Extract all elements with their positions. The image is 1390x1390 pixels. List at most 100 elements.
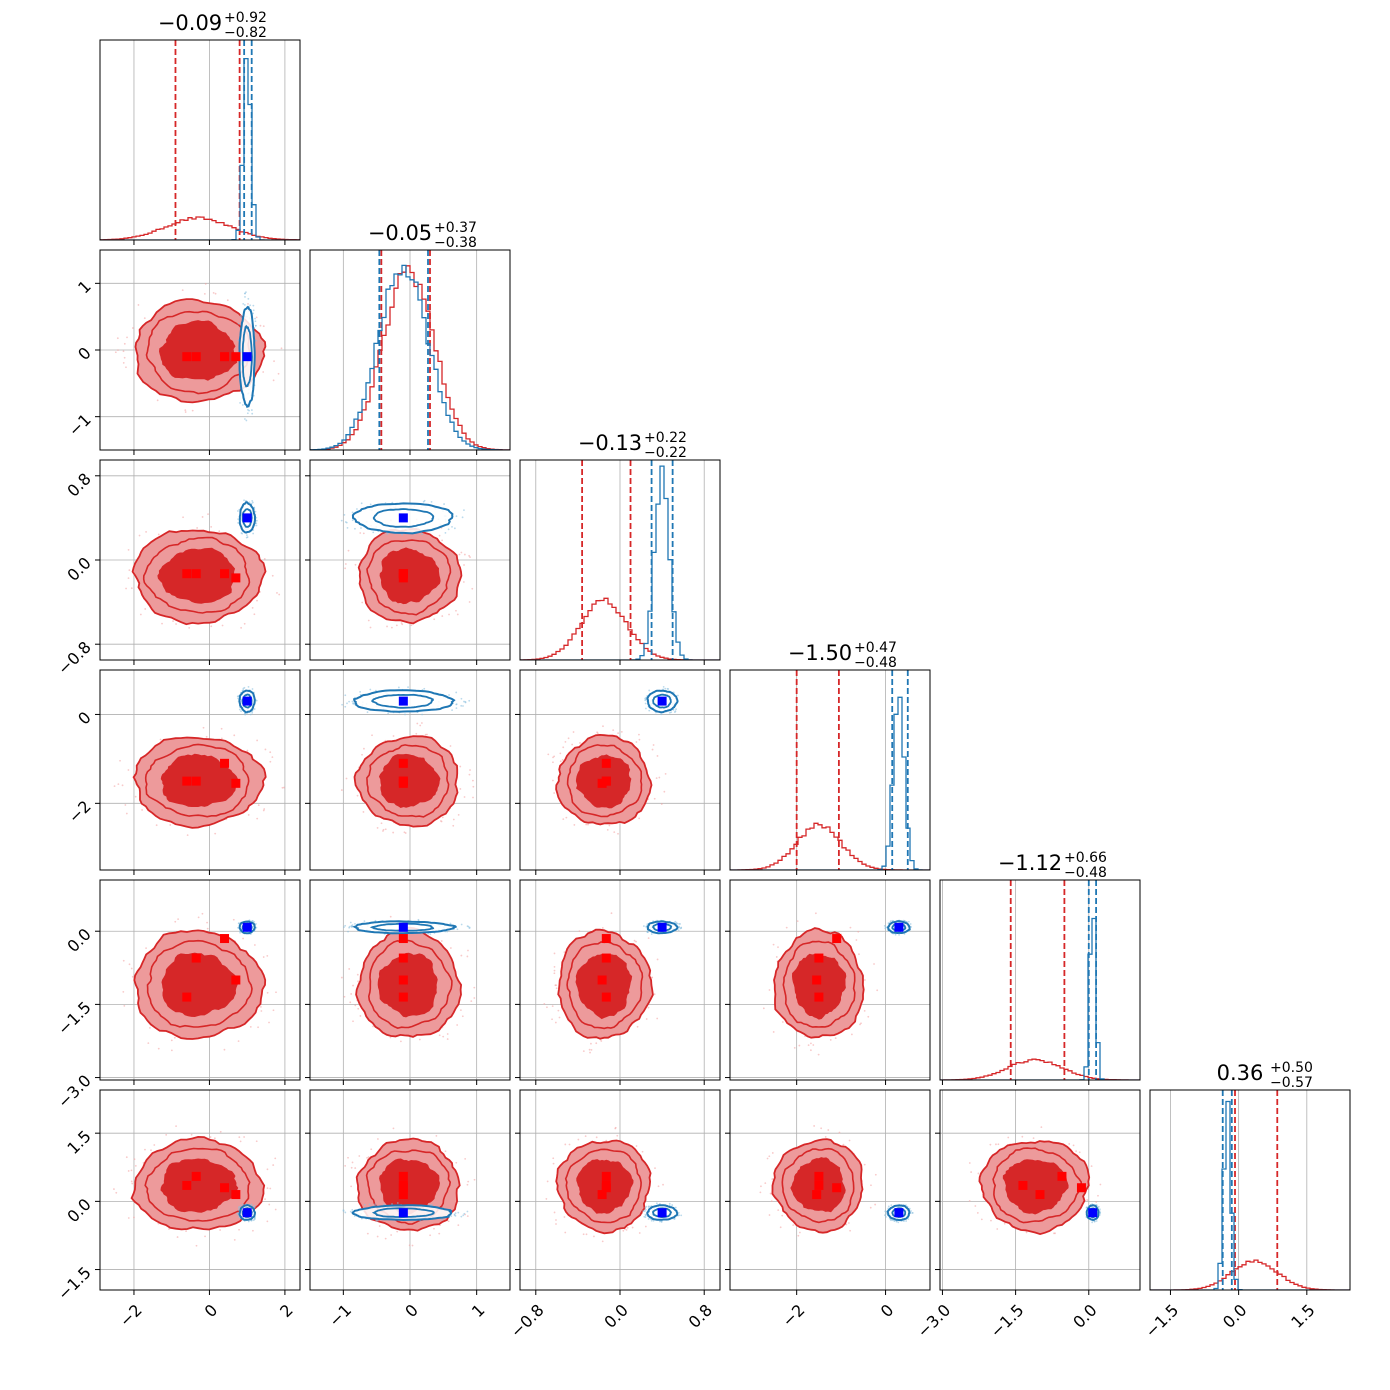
sample-point xyxy=(124,804,127,806)
sample-point xyxy=(647,1006,650,1009)
sample-point xyxy=(247,685,250,688)
panel-plot-area xyxy=(1150,1090,1350,1290)
sample-point xyxy=(441,615,444,617)
sample-point xyxy=(1040,1126,1043,1129)
sample-point xyxy=(247,814,250,816)
sample-point xyxy=(396,1230,399,1233)
sample-point xyxy=(175,623,177,625)
sample-point xyxy=(769,1192,772,1195)
sample-point xyxy=(759,1191,762,1194)
sample-point xyxy=(455,707,458,710)
sample-point xyxy=(401,533,403,536)
sample-point xyxy=(346,702,348,705)
panel-4-1 xyxy=(305,879,511,1085)
marker-red-0 xyxy=(182,352,192,362)
sample-point xyxy=(568,1143,571,1146)
sample-point xyxy=(768,989,771,991)
sample-point xyxy=(369,626,372,629)
sample-point xyxy=(145,531,147,533)
contour-mid-red xyxy=(145,310,252,395)
sample-point xyxy=(660,713,663,716)
sample-point xyxy=(660,1221,663,1223)
sample-point xyxy=(444,1150,447,1153)
contour-inner-red xyxy=(575,954,633,1020)
sample-point xyxy=(885,1212,888,1215)
x-tick-label: −2 xyxy=(778,1300,808,1330)
sample-point xyxy=(242,302,245,305)
sample-point xyxy=(596,732,599,735)
sample-point xyxy=(887,1205,890,1208)
marker-red-3 xyxy=(1035,1190,1045,1200)
contour-inner-blue xyxy=(371,693,434,709)
sample-point xyxy=(564,1231,567,1234)
sample-point xyxy=(397,686,400,689)
sample-point xyxy=(251,501,254,504)
contour-mid-red xyxy=(146,939,253,1028)
contour-inner-red xyxy=(377,952,438,1018)
histogram-series-0 xyxy=(940,1058,1140,1080)
sample-point xyxy=(127,577,130,580)
sample-point xyxy=(593,1235,595,1238)
sample-point xyxy=(134,1164,137,1167)
sample-point xyxy=(170,1039,173,1042)
panel-plot-area xyxy=(310,460,510,660)
contour-inner-red xyxy=(791,953,847,1020)
marker-red-3 xyxy=(231,573,241,583)
sample-point xyxy=(369,688,372,691)
sample-point xyxy=(220,737,223,740)
sample-point xyxy=(438,1232,441,1235)
x-tick-label: −3.0 xyxy=(913,1300,954,1341)
sample-point xyxy=(664,687,667,690)
sample-point xyxy=(435,1134,438,1137)
marker-red-2 xyxy=(220,934,230,944)
sample-point xyxy=(342,1210,345,1212)
sample-point xyxy=(679,923,681,925)
sample-point xyxy=(201,912,204,915)
contour-mid-red xyxy=(781,1147,855,1224)
sample-point xyxy=(346,526,349,529)
sample-point xyxy=(571,743,574,746)
sample-point xyxy=(155,824,158,827)
sample-point xyxy=(133,1158,136,1161)
sample-point xyxy=(466,1183,469,1186)
sample-point xyxy=(206,921,208,924)
sample-point xyxy=(775,956,778,958)
marker-red-1 xyxy=(398,1171,408,1181)
sample-point xyxy=(264,748,267,751)
sample-point xyxy=(249,1026,252,1028)
contour-inner-red xyxy=(378,753,441,808)
sample-point xyxy=(280,347,283,350)
sample-point xyxy=(354,922,356,925)
sample-point xyxy=(268,1203,271,1206)
marker-red-3 xyxy=(231,1190,241,1200)
sample-point xyxy=(263,808,266,810)
sample-point xyxy=(460,923,463,926)
sample-point xyxy=(366,711,369,714)
sample-point xyxy=(647,937,650,939)
histogram-series-1 xyxy=(940,917,1140,1080)
sample-point xyxy=(256,739,259,742)
sample-point xyxy=(253,613,256,616)
sample-point xyxy=(345,777,348,780)
sample-point xyxy=(670,711,673,714)
sample-point xyxy=(240,316,243,319)
x-tick-label: 0.0 xyxy=(1219,1300,1250,1331)
sample-point xyxy=(463,1212,466,1215)
sample-point xyxy=(272,1164,275,1166)
sample-point xyxy=(1075,1150,1077,1153)
sample-point xyxy=(276,592,278,594)
sample-point xyxy=(887,1207,890,1210)
sample-point xyxy=(353,703,356,706)
sample-point xyxy=(123,356,126,359)
histogram-series-0 xyxy=(730,822,930,870)
sample-point xyxy=(545,1198,548,1200)
panel-plot-area xyxy=(100,1090,300,1290)
parameter-title-2: −0.13 xyxy=(578,431,642,455)
sample-point xyxy=(652,744,655,746)
sample-point xyxy=(812,1044,815,1046)
sample-point xyxy=(977,1172,980,1175)
sample-point xyxy=(415,732,418,735)
contour-inner-blue xyxy=(369,922,435,932)
sample-point xyxy=(468,773,471,776)
sample-point xyxy=(356,794,359,797)
